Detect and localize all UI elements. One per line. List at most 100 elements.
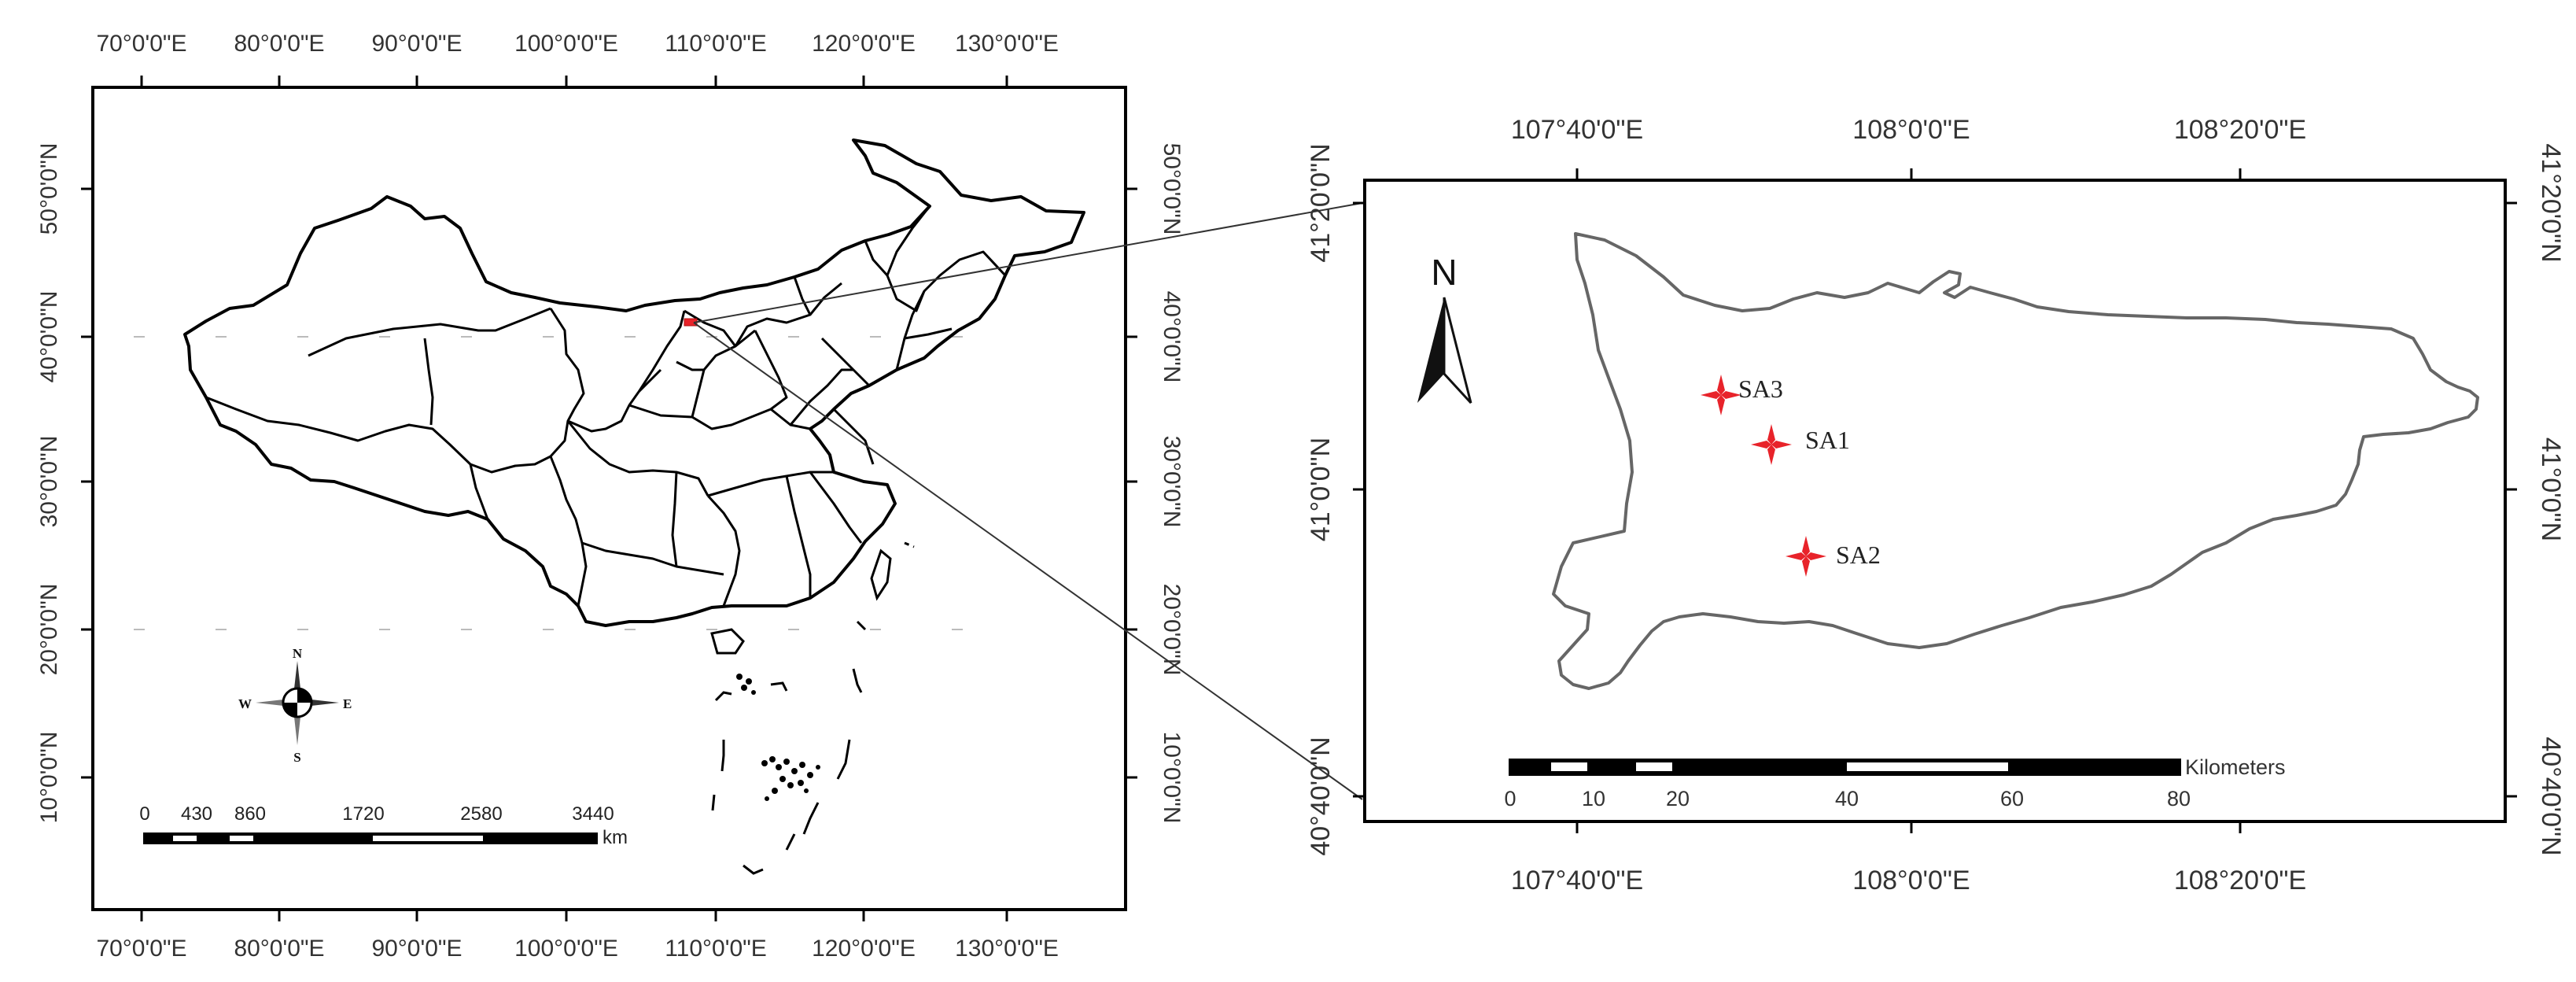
left-left-tick-labels: 50°0'0"N 40°0'0"N 30°0'0"N 20°0'0"N 10°0…	[36, 143, 62, 824]
site-sa1-label: SA1	[1805, 426, 1850, 454]
right-scale-bar-body	[1509, 759, 2181, 776]
study-area-outline	[1552, 232, 2479, 690]
left-bottom-tick-90e: 90°0'0"E	[371, 936, 462, 962]
site-sa1: SA1	[1751, 424, 1850, 465]
left-top-tick-labels: 70°0'0"E 80°0'0"E 90°0'0"E 100°0'0"E 110…	[96, 31, 1058, 57]
right-bottom-tick-labels: 107°40'0"E 108°0'0"E 108°20'0"E	[1511, 866, 2306, 895]
right-scale-seg-white-1	[1551, 762, 1587, 771]
china-outline	[183, 138, 1085, 627]
left-bottom-tick-120e: 120°0'0"E	[812, 936, 916, 962]
left-left-tick-20n: 20°0'0"N	[36, 584, 62, 676]
left-scale-seg-white-2	[230, 836, 253, 841]
right-scale-seg-white-3	[1847, 762, 2008, 771]
left-left-tick-10n: 10°0'0"N	[36, 732, 62, 824]
right-bottom-tick-108-00e: 108°0'0"E	[1852, 866, 1970, 895]
right-left-tick-labels: 41°20'0"N 41°0'0"N 40°40'0"N	[1306, 143, 1336, 855]
north-arrow-label: N	[1431, 252, 1457, 293]
right-top-tick-labels: 107°40'0"E 108°0'0"E 108°20'0"E	[1511, 115, 2306, 145]
left-scale-bar: 0 430 860 1720 2580 3440 km	[139, 803, 628, 848]
left-scale-seg-white-3	[373, 836, 483, 841]
left-right-tick-30n: 30°0'0"N	[1159, 436, 1185, 528]
left-top-tick-70e: 70°0'0"E	[96, 31, 186, 57]
left-top-tick-80e: 80°0'0"E	[234, 31, 324, 57]
left-right-tick-40n: 40°0'0"N	[1159, 291, 1185, 383]
left-bottom-tick-80e: 80°0'0"E	[234, 936, 324, 962]
site-markers: SA3 SA1 SA2	[1701, 375, 1881, 577]
left-scale-seg-white-1	[173, 836, 197, 841]
right-tick-marks	[1353, 168, 2517, 833]
left-scale-bar-body	[143, 832, 598, 844]
site-sa3-star	[1701, 375, 1741, 415]
right-bottom-tick-108-20e: 108°20'0"E	[2174, 866, 2306, 895]
connector-line-bottom	[693, 322, 1363, 800]
compass-w-label: W	[238, 696, 252, 711]
right-top-tick-108-20e: 108°20'0"E	[2174, 115, 2306, 145]
right-map-frame	[1363, 179, 2507, 823]
left-top-tick-110e: 110°0'0"E	[665, 31, 767, 57]
left-left-tick-40n: 40°0'0"N	[36, 291, 62, 383]
compass-s-label: S	[293, 750, 300, 765]
left-right-tick-labels: 50°0'0"N 40°0'0"N 30°0'0"N 20°0'0"N 10°0…	[1159, 143, 1185, 824]
left-top-tick-130e: 130°0'0"E	[955, 31, 1059, 57]
left-left-tick-50n: 50°0'0"N	[36, 143, 62, 235]
left-top-tick-100e: 100°0'0"E	[514, 31, 618, 57]
left-top-tick-120e: 120°0'0"E	[812, 31, 916, 57]
site-sa2-label: SA2	[1836, 541, 1881, 569]
left-top-tick-90e: 90°0'0"E	[371, 31, 462, 57]
left-bottom-tick-100e: 100°0'0"E	[514, 936, 618, 962]
right-left-tick-41-00n: 41°0'0"N	[1306, 437, 1336, 541]
right-scale-label-60: 60	[2000, 787, 2024, 810]
left-scale-label-1720: 1720	[342, 803, 384, 825]
right-right-tick-40-40n: 40°40'0"N	[2536, 736, 2566, 855]
right-right-tick-41-20n: 41°20'0"N	[2536, 143, 2566, 262]
left-scale-label-860: 860	[234, 803, 266, 825]
left-scale-unit: km	[603, 827, 628, 848]
site-sa2: SA2	[1786, 536, 1881, 577]
south-china-sea-islands	[710, 541, 915, 875]
right-scale-label-80: 80	[2167, 787, 2191, 810]
right-scale-bar: 0 10 20 40 60 80 Kilometers	[1504, 755, 2285, 810]
north-arrow: N	[1417, 252, 1472, 404]
left-scale-label-430: 430	[181, 803, 212, 825]
left-right-tick-10n: 10°0'0"N	[1159, 732, 1185, 824]
right-left-tick-40-40n: 40°40'0"N	[1306, 736, 1336, 855]
inset-connector-lines	[693, 202, 1363, 800]
right-bottom-tick-107-40e: 107°40'0"E	[1511, 866, 1643, 895]
right-right-tick-labels: 41°20'0"N 41°0'0"N 40°40'0"N	[2536, 143, 2566, 855]
left-map-frame	[91, 86, 1127, 911]
left-tick-marks	[81, 76, 1137, 921]
right-top-tick-108-00e: 108°0'0"E	[1852, 115, 1970, 145]
left-map-china: 70°0'0"E 80°0'0"E 90°0'0"E 100°0'0"E 110…	[36, 31, 1185, 962]
right-scale-label-0: 0	[1504, 787, 1516, 810]
province-boundaries	[205, 205, 1007, 607]
left-left-tick-30n: 30°0'0"N	[36, 436, 62, 528]
site-sa2-star	[1786, 536, 1826, 577]
connector-line-top	[693, 202, 1363, 323]
right-scale-label-40: 40	[1835, 787, 1859, 810]
right-scale-label-10: 10	[1582, 787, 1605, 810]
right-scale-unit: Kilometers	[2185, 755, 2286, 779]
left-bottom-tick-110e: 110°0'0"E	[665, 936, 767, 962]
island-dots	[736, 674, 820, 801]
left-scale-label-2580: 2580	[460, 803, 502, 825]
left-scale-label-0: 0	[139, 803, 149, 825]
right-right-tick-41-00n: 41°0'0"N	[2536, 437, 2566, 541]
left-bottom-tick-labels: 70°0'0"E 80°0'0"E 90°0'0"E 100°0'0"E 110…	[96, 936, 1058, 962]
right-map-study-area: 107°40'0"E 108°0'0"E 108°20'0"E 107°40'0…	[1306, 115, 2566, 895]
site-sa3-label: SA3	[1738, 375, 1783, 403]
right-left-tick-41-20n: 41°20'0"N	[1306, 143, 1336, 262]
right-scale-seg-white-2	[1636, 762, 1672, 771]
site-sa3: SA3	[1701, 375, 1783, 415]
right-scale-label-20: 20	[1666, 787, 1690, 810]
compass-rose: N S E W	[238, 646, 352, 765]
left-bottom-tick-130e: 130°0'0"E	[955, 936, 1059, 962]
right-top-tick-107-40e: 107°40'0"E	[1511, 115, 1643, 145]
left-graticule-dashes	[134, 336, 1023, 630]
left-right-tick-20n: 20°0'0"N	[1159, 584, 1185, 676]
left-scale-label-3440: 3440	[572, 803, 614, 825]
compass-e-label: E	[343, 696, 352, 711]
site-sa1-star	[1751, 424, 1792, 465]
left-bottom-tick-70e: 70°0'0"E	[96, 936, 186, 962]
compass-n-label: N	[293, 646, 303, 661]
